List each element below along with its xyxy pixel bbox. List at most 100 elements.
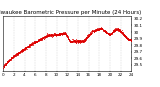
Point [51,34,54,35]
Point [45,36,48,37]
Point [26,47,28,48]
Point [45,35,47,37]
Point [104,29,106,31]
Point [9,58,12,59]
Point [55,34,58,35]
Point [9,59,11,60]
Point [113,29,116,31]
Point [118,29,121,31]
Point [127,38,130,39]
Point [17,52,20,53]
Point [76,40,79,42]
Point [62,33,65,35]
Point [64,33,66,34]
Point [22,49,25,50]
Point [81,39,84,41]
Point [8,59,11,60]
Point [94,29,96,30]
Point [85,37,88,39]
Point [22,49,24,50]
Point [78,41,81,43]
Point [69,41,72,42]
Point [69,40,72,42]
Point [6,61,9,62]
Point [48,34,51,35]
Point [122,33,124,34]
Point [2,66,5,68]
Point [70,41,72,42]
Point [114,29,117,30]
Point [39,38,42,39]
Point [10,57,13,59]
Point [6,61,9,62]
Point [127,38,129,40]
Point [50,35,53,36]
Point [118,29,120,30]
Point [107,32,109,33]
Point [4,62,6,64]
Point [5,63,7,64]
Point [39,40,42,41]
Point [115,29,117,31]
Point [98,28,100,29]
Point [26,46,29,47]
Point [31,43,33,44]
Point [49,33,51,35]
Point [41,37,43,38]
Point [101,29,104,30]
Point [18,52,21,53]
Point [126,38,129,39]
Point [103,29,105,30]
Point [53,34,55,35]
Point [30,44,32,45]
Point [93,30,96,31]
Point [46,35,48,36]
Point [40,38,43,40]
Point [80,41,83,42]
Point [82,41,84,42]
Point [74,40,76,41]
Point [47,35,49,36]
Point [44,36,47,37]
Point [16,52,19,54]
Point [46,34,49,35]
Point [44,36,47,37]
Point [35,40,38,42]
Point [106,32,109,33]
Point [46,35,48,36]
Point [50,35,52,36]
Point [103,30,106,31]
Point [69,40,71,41]
Point [88,33,91,34]
Point [18,51,20,53]
Point [55,33,57,35]
Point [26,46,29,48]
Point [109,34,111,36]
Point [72,40,75,41]
Point [3,66,5,68]
Point [44,36,46,37]
Point [119,30,121,32]
Point [61,33,63,34]
Point [80,40,83,42]
Point [39,39,41,40]
Point [123,34,125,36]
Point [15,56,17,57]
Point [111,31,113,33]
Point [51,34,53,35]
Point [67,38,70,39]
Point [4,63,7,64]
Point [68,39,71,41]
Point [19,52,21,53]
Point [82,41,84,42]
Point [92,30,94,31]
Point [6,60,9,62]
Point [16,53,19,55]
Point [18,51,21,52]
Point [23,48,26,50]
Point [18,51,21,52]
Point [58,33,60,34]
Point [26,46,29,47]
Point [11,57,14,58]
Point [86,36,89,38]
